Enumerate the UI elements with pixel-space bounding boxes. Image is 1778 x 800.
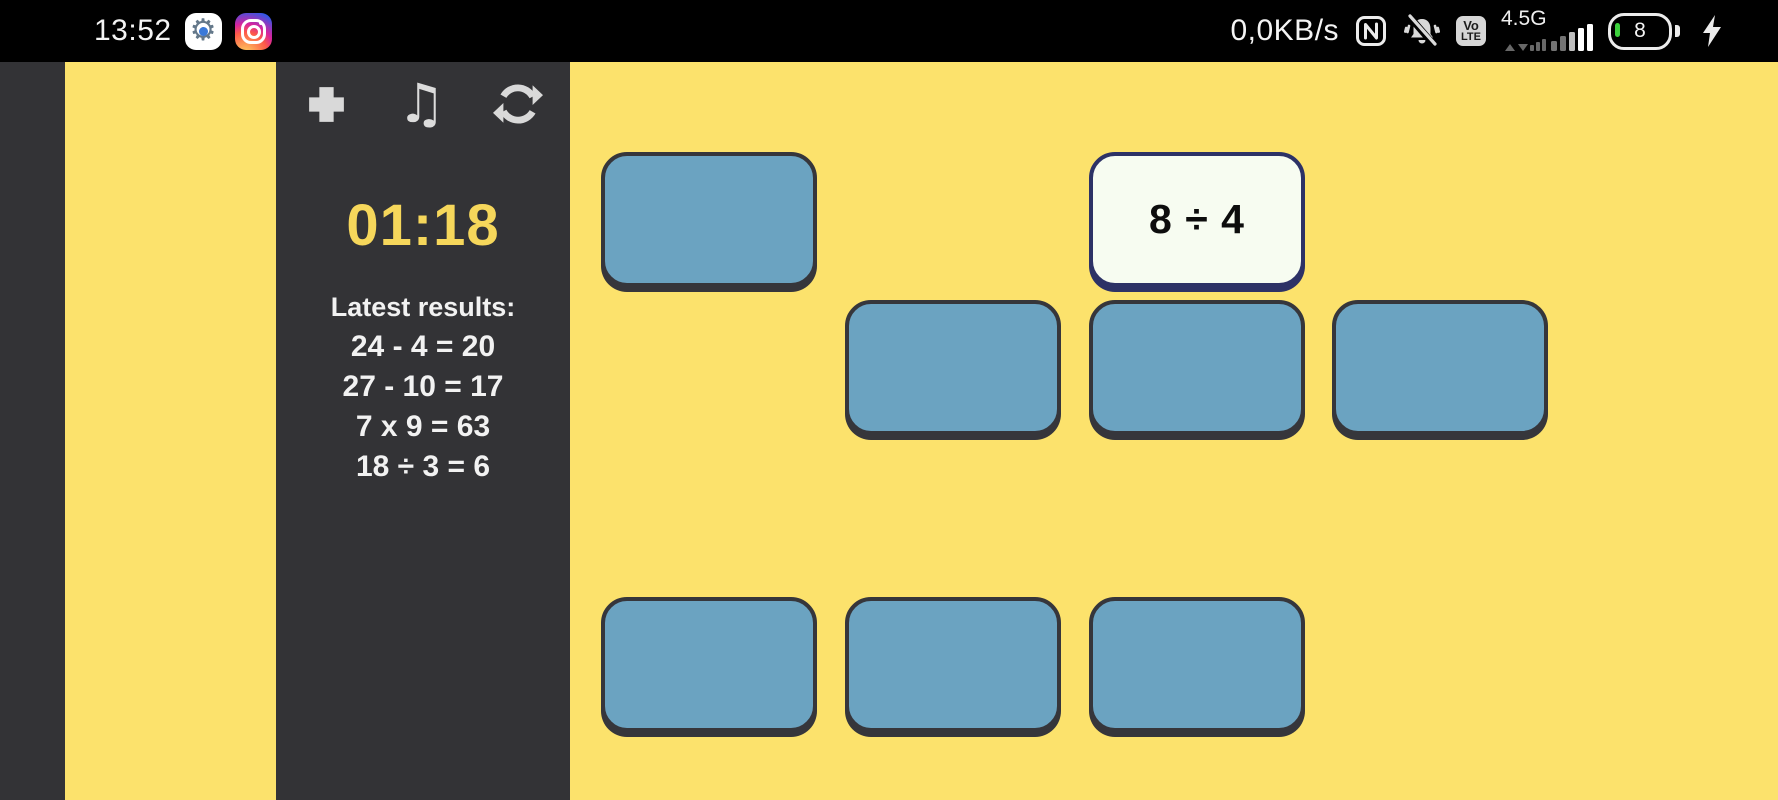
card-hidden[interactable] <box>845 597 1061 732</box>
battery-indicator: 8 <box>1608 12 1680 50</box>
result-line: 18 ÷ 3 = 6 <box>355 450 491 483</box>
result-line: 7 x 9 = 63 <box>355 410 491 443</box>
result-line: 24 - 4 = 20 <box>350 330 496 363</box>
card-board: 8 ÷ 4 <box>570 62 1778 800</box>
clock: 13:52 <box>94 14 172 47</box>
card-label: 8 ÷ 4 <box>1149 196 1245 242</box>
vibrate-off-icon <box>1403 13 1441 49</box>
card-revealed[interactable]: 8 ÷ 4 <box>1089 152 1305 287</box>
left-letterbox-strip <box>0 62 65 800</box>
card-hidden[interactable] <box>845 300 1061 435</box>
status-bar-right: 0,0KB/s Vo LTE <box>1230 7 1778 53</box>
card-hidden[interactable] <box>1089 300 1305 435</box>
card-hidden[interactable] <box>601 597 817 732</box>
music-icon[interactable]: ♫ <box>397 71 446 135</box>
instagram-icon <box>234 12 272 50</box>
nfc-icon <box>1354 14 1388 48</box>
sim1-signal-icon <box>1551 24 1593 51</box>
battery-percent: 8 <box>1634 19 1646 42</box>
card-hidden[interactable] <box>1332 300 1548 435</box>
sidebar-panel: ♫ 01:18 Latest results: 24 - 4 = 20 27 -… <box>276 62 570 800</box>
result-line: 27 - 10 = 17 <box>342 370 504 403</box>
status-bar: 13:52 ⚙ 0,0KB/s <box>0 0 1778 62</box>
settings-icon: ⚙ <box>184 12 222 50</box>
restart-icon[interactable] <box>492 79 543 129</box>
charging-bolt-icon <box>1701 15 1723 47</box>
network-type: 4.5G <box>1501 7 1547 30</box>
network-speed: 0,0KB/s <box>1230 14 1340 47</box>
card-hidden[interactable] <box>601 152 817 287</box>
status-bar-left: 13:52 ⚙ <box>0 12 272 50</box>
sidebar-toolbar: ♫ <box>303 71 543 135</box>
signal-bars: 4.5G <box>1501 7 1593 53</box>
game-timer: 01:18 <box>346 193 500 258</box>
sim2-signal-icon <box>1505 39 1546 51</box>
latest-results-list: 24 - 4 = 20 27 - 10 = 17 7 x 9 = 63 18 ÷… <box>343 327 504 487</box>
results-title: Latest results: <box>330 292 516 322</box>
volte-badge: Vo LTE <box>1456 16 1486 46</box>
exit-fullscreen-icon[interactable] <box>303 81 350 128</box>
card-hidden[interactable] <box>1089 597 1305 732</box>
battery-level-bar <box>1615 22 1620 37</box>
